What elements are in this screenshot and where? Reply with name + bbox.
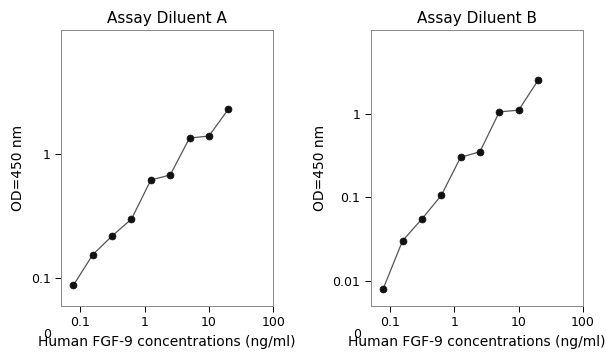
Y-axis label: OD=450 nm: OD=450 nm [11, 125, 25, 211]
X-axis label: Human FGF-9 concentrations (ng/ml): Human FGF-9 concentrations (ng/ml) [348, 335, 605, 349]
Y-axis label: OD=450 nm: OD=450 nm [313, 125, 327, 211]
Text: 0: 0 [353, 328, 361, 341]
X-axis label: Human FGF-9 concentrations (ng/ml): Human FGF-9 concentrations (ng/ml) [38, 335, 296, 349]
Title: Assay Diluent B: Assay Diluent B [417, 11, 537, 26]
Title: Assay Diluent A: Assay Diluent A [107, 11, 227, 26]
Text: 0: 0 [43, 328, 51, 341]
